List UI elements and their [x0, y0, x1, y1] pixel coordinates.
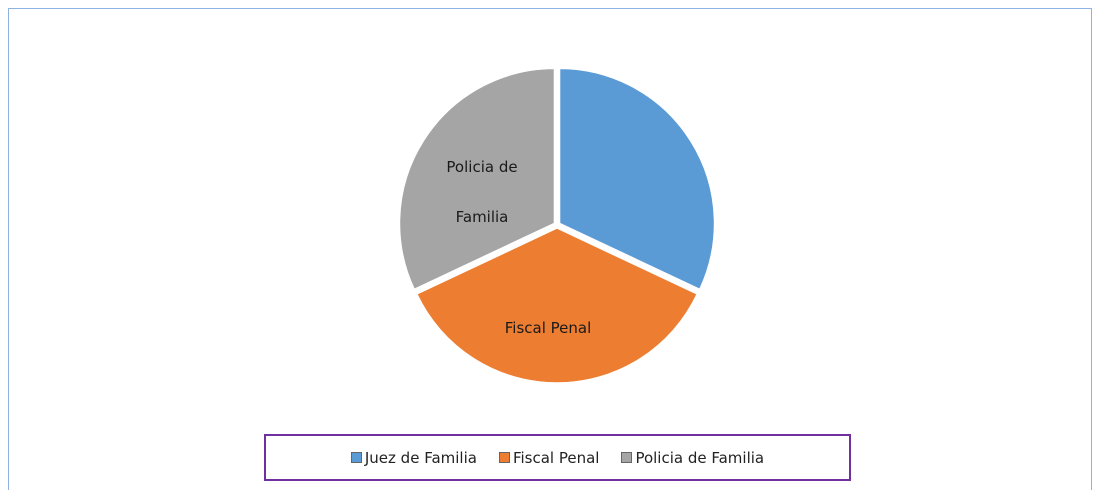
pie-slice	[558, 67, 716, 291]
legend-swatch	[350, 452, 362, 463]
legend: Juez de Familia Fiscal Penal Policia de Fa…	[264, 434, 851, 481]
pie-slice	[398, 67, 556, 291]
data-label: Fiscal Penal	[504, 319, 592, 337]
legend-label: Juez de Familia	[364, 448, 477, 467]
legend-item: Fiscal Penal	[498, 448, 600, 467]
legend-swatch	[621, 452, 633, 463]
data-label: Policia de Familia	[446, 158, 518, 226]
chart-frame	[8, 8, 1092, 490]
pie-slice	[415, 227, 699, 384]
legend-item: Policia de Familia	[621, 449, 764, 467]
legend-item: Juez de Familia	[350, 448, 477, 467]
pie	[398, 67, 716, 384]
legend-label: Fiscal Penal	[512, 448, 600, 467]
legend-swatch	[498, 452, 510, 463]
legend-label: Policia de Familia	[635, 448, 765, 467]
